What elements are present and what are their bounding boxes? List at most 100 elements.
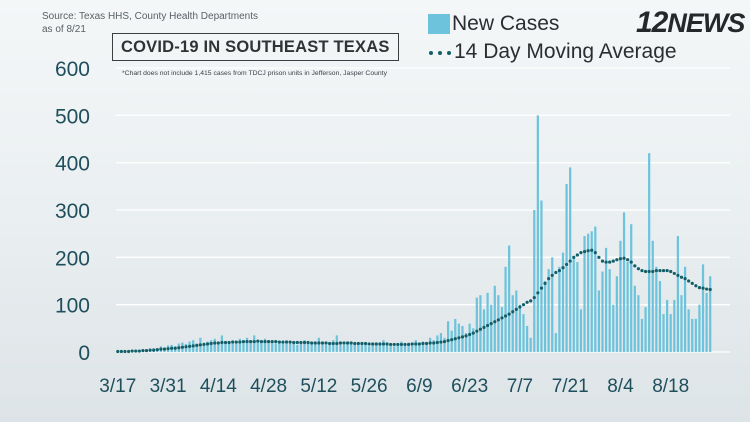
moving-average-point [134,349,138,353]
moving-average-point [453,337,457,341]
moving-average-point [123,349,127,354]
moving-average-point [126,349,131,354]
bar-new-cases [278,341,281,352]
bar-new-cases [454,318,457,352]
bar-new-cases [368,346,371,352]
bar-new-cases [464,333,468,352]
bar-new-cases [504,266,507,352]
moving-average-point [608,260,612,264]
moving-average-line [116,248,712,354]
moving-average-point [392,342,396,347]
moving-average-point [486,323,490,328]
bar-new-cases [683,266,687,352]
x-tick-label: 5/12 [300,376,337,397]
logo-number: 12 [636,6,668,39]
bar-new-cases [260,341,263,352]
bar-new-cases [705,292,708,352]
y-axis-ticks: 0 100 200 300 400 500 600 [55,58,90,365]
moving-average-point [399,342,404,347]
moving-average-point [353,341,357,346]
bar-new-cases [475,297,478,352]
moving-average-point [180,345,185,349]
moving-average-point [295,340,299,345]
moving-average-point [489,322,493,326]
bar-new-cases [245,337,249,352]
bar-new-cases [511,295,514,352]
moving-average-point [428,341,432,345]
moving-average-point [687,279,691,283]
moving-average-point [683,277,687,281]
moving-average-point [381,342,386,346]
moving-average-point [611,259,615,263]
bar-new-cases [594,226,597,352]
bar-new-cases [482,309,486,352]
moving-average-point [564,262,569,267]
bar-new-cases [543,281,547,352]
bar-new-cases [235,342,238,352]
moving-average-point [500,316,504,320]
moving-average-point [600,259,605,263]
bar-new-cases [676,236,680,352]
moving-average-point [518,305,522,309]
y-tick-label: 600 [55,58,90,81]
moving-average-point [130,349,134,353]
bar-new-cases [296,344,299,352]
bar-new-cases [673,299,676,352]
bar-new-cases [576,262,579,352]
moving-average-point [241,339,246,344]
moving-average-point [266,339,271,344]
moving-average-point [234,340,238,344]
bar-new-cases [640,318,644,352]
bar-new-cases [655,266,658,352]
moving-average-point [511,310,515,314]
bar-new-cases [267,340,270,352]
moving-average-point [144,348,149,353]
moving-average-point [356,341,360,346]
bar-new-cases [321,343,324,352]
bar-new-cases [432,340,435,352]
bar-new-cases [418,343,421,352]
moving-average-point [249,339,253,344]
bar-new-cases [306,343,310,352]
moving-average-point [220,340,224,345]
bar-new-cases [271,342,274,352]
moving-average-point [310,341,314,345]
bar-new-cases [626,262,629,352]
moving-average-point [503,314,508,318]
bar-new-cases [253,335,256,352]
moving-average-point [119,349,123,354]
moving-average-point [618,257,623,261]
bar-new-cases [357,342,360,352]
bar-new-cases [393,346,396,352]
bar-new-cases [558,266,561,352]
moving-average-point [306,340,310,345]
bar-new-cases [666,299,669,352]
moving-average-point [626,258,630,262]
x-tick-label: 6/9 [406,376,432,397]
moving-average-point [378,342,382,346]
moving-average-point [651,269,655,274]
moving-average-point [622,256,626,260]
bar-new-cases [479,295,482,352]
legend-label-new-cases: New Cases [452,12,560,35]
moving-average-point [324,341,328,345]
bar-new-cases [238,338,241,352]
moving-average-point [672,271,676,276]
moving-average-point [209,341,213,346]
moving-average-point [442,339,447,344]
moving-average-point [284,340,289,344]
moving-average-point [389,342,393,347]
moving-average-point [331,341,335,346]
bar-new-cases [332,340,335,352]
bar-new-cases [597,290,601,352]
legend-item-moving-average: 14 Day Moving Average [428,38,677,66]
moving-average-point [173,346,177,350]
moving-average-point [579,251,583,255]
bar-new-cases [583,236,586,352]
moving-average-point [205,342,210,346]
moving-average-point [374,342,378,346]
moving-average-point [141,348,145,353]
bar-new-cases [378,343,382,352]
moving-average-point [410,342,414,346]
